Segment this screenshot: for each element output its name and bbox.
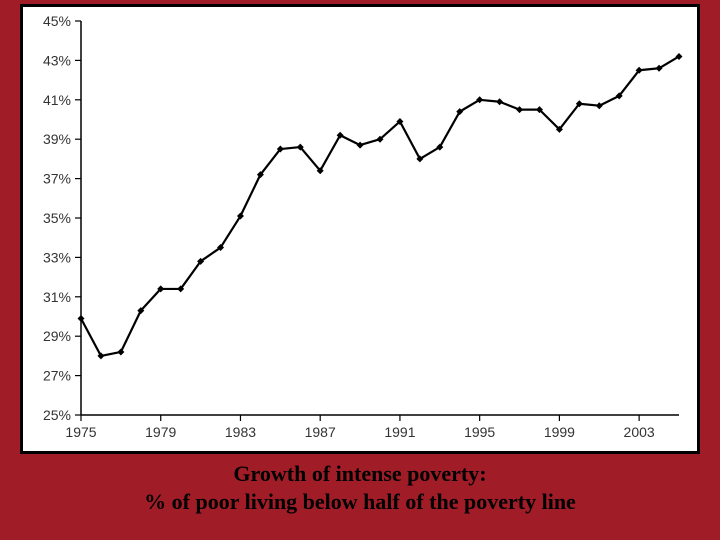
svg-text:43%: 43% [43, 52, 71, 68]
svg-text:35%: 35% [43, 210, 71, 226]
chart-frame: 25% 27% 29% 31% 33% 35% 37% 39% 41% 43% 45% 1975 197… [20, 4, 700, 454]
svg-text:2003: 2003 [624, 424, 655, 440]
svg-text:41%: 41% [43, 92, 71, 108]
svg-text:45%: 45% [43, 13, 71, 29]
svg-text:39%: 39% [43, 131, 71, 147]
line-chart: 25% 27% 29% 31% 33% 35% 37% 39% 41% 43% 45% 1975 197… [23, 7, 697, 451]
svg-text:1975: 1975 [65, 424, 96, 440]
svg-text:25%: 25% [43, 407, 71, 423]
svg-text:29%: 29% [43, 328, 71, 344]
svg-text:27%: 27% [43, 368, 71, 384]
svg-text:1995: 1995 [464, 424, 495, 440]
svg-text:31%: 31% [43, 289, 71, 305]
svg-text:37%: 37% [43, 171, 71, 187]
svg-text:1979: 1979 [145, 424, 176, 440]
svg-text:33%: 33% [43, 249, 71, 265]
caption-line-1: Growth of intense poverty: [144, 460, 576, 488]
svg-text:1983: 1983 [225, 424, 256, 440]
slide: 25% 27% 29% 31% 33% 35% 37% 39% 41% 43% 45% 1975 197… [0, 0, 720, 540]
caption: Growth of intense poverty: % of poor liv… [144, 460, 576, 515]
svg-text:1991: 1991 [384, 424, 415, 440]
svg-text:1987: 1987 [305, 424, 336, 440]
caption-line-2: % of poor living below half of the pover… [144, 488, 576, 516]
svg-text:1999: 1999 [544, 424, 575, 440]
